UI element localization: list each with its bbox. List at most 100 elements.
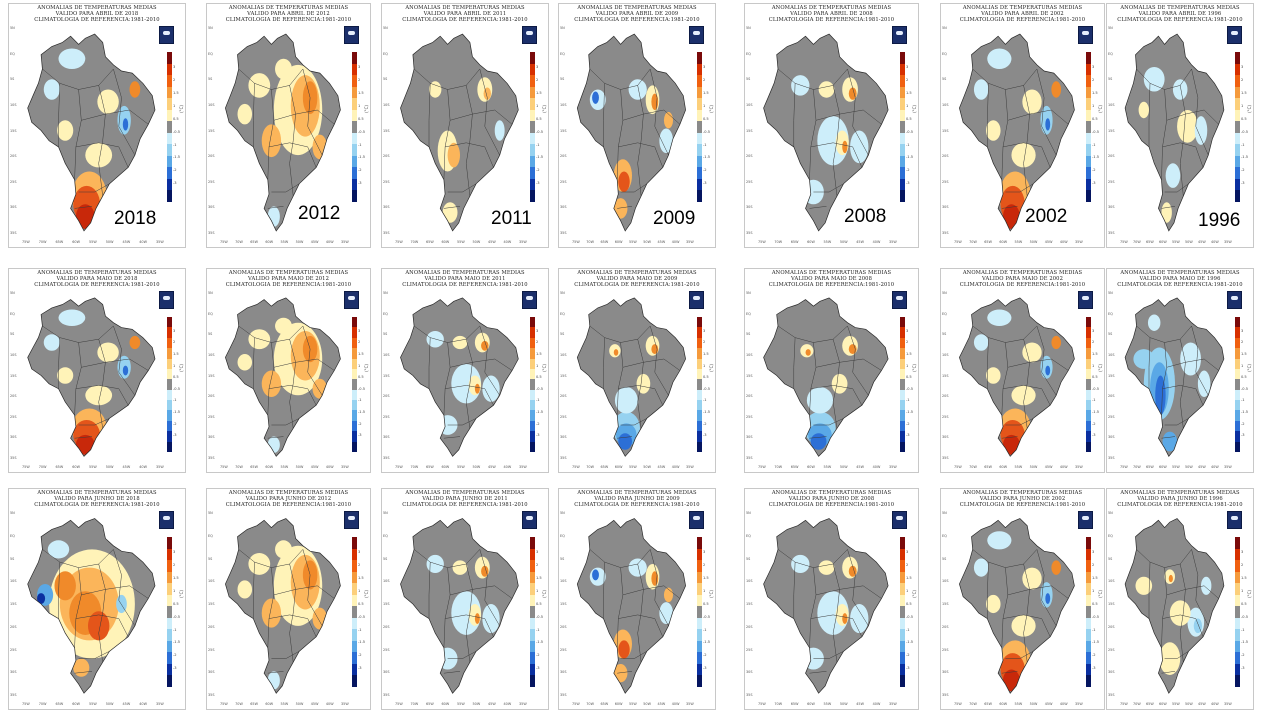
state-border bbox=[74, 342, 82, 416]
state-border bbox=[813, 183, 844, 193]
map-panel: ANOMALIAS DE TEMPERATURAS MEDIAS VALIDO P… bbox=[381, 488, 549, 710]
anomaly-region bbox=[636, 373, 651, 394]
anomaly-region bbox=[1022, 342, 1042, 363]
colorbar-segment bbox=[1235, 560, 1240, 572]
colorbar-tick-label: 1.5 bbox=[536, 351, 542, 356]
state-border bbox=[268, 385, 317, 406]
colorbar-segment bbox=[1235, 52, 1240, 64]
longitude-label: 35W bbox=[686, 702, 694, 706]
colorbar-tick-label: 1 bbox=[703, 588, 706, 593]
colorbar-tick-label: -0.5 bbox=[173, 386, 181, 391]
state-border bbox=[832, 563, 840, 663]
state-border bbox=[1001, 671, 1018, 674]
colorbar-tick-label: 1.5 bbox=[173, 351, 179, 356]
anomaly-region bbox=[1051, 335, 1062, 350]
state-border bbox=[793, 337, 796, 389]
state-border bbox=[447, 418, 477, 426]
latitude-label: 35S bbox=[560, 693, 567, 697]
colorbar-segment bbox=[1086, 86, 1091, 99]
longitude-label: 45W bbox=[310, 702, 319, 706]
panel-title-line: VALIDO PARA MAIO DE 2018 bbox=[56, 276, 138, 282]
colorbar-segment bbox=[900, 629, 905, 641]
colorbar bbox=[352, 537, 357, 687]
colorbar-tick-label: -1.5 bbox=[1092, 155, 1100, 160]
anomaly-region bbox=[97, 89, 119, 115]
inmet-logo-icon bbox=[689, 26, 704, 44]
state-border bbox=[809, 206, 827, 209]
state-border bbox=[617, 206, 633, 209]
colorbar-segment bbox=[530, 431, 535, 442]
longitude-label: 35W bbox=[889, 465, 897, 469]
latitude-label: 10S bbox=[746, 102, 753, 107]
state-border bbox=[809, 436, 827, 439]
colorbar-tick-label: -2 bbox=[1241, 421, 1245, 426]
longitude-label: 60W bbox=[807, 240, 815, 244]
colorbar-segment bbox=[1086, 400, 1091, 411]
map-panel: ANOMALIAS DE TEMPERATURAS MEDIAS VALIDO P… bbox=[940, 488, 1105, 710]
latitude-label: 30S bbox=[10, 670, 17, 675]
state-border bbox=[1179, 563, 1186, 663]
state-border bbox=[1161, 342, 1167, 416]
state-border bbox=[815, 358, 882, 371]
colorbar-segment bbox=[530, 132, 535, 145]
colorbar-tick-label: -3 bbox=[358, 666, 362, 671]
longitude-label: 35W bbox=[1075, 240, 1083, 244]
latitude-label: 5S bbox=[560, 556, 565, 561]
longitude-label: 45W bbox=[657, 465, 666, 469]
colorbar-tick-label: -3 bbox=[906, 433, 910, 438]
latitude-label: 30S bbox=[746, 435, 753, 440]
colorbar-tick-label: 0.5 bbox=[358, 116, 364, 121]
colorbar-tick-label: 3 bbox=[536, 549, 539, 554]
colorbar-tick-label: 0.5 bbox=[536, 375, 542, 380]
latitude-label: 5N bbox=[942, 26, 947, 30]
panel-title-line: ANOMALIAS DE TEMPERATURAS MEDIAS bbox=[405, 490, 525, 496]
latitude-label: 5N bbox=[560, 291, 565, 295]
colorbar-tick-label: -1 bbox=[703, 627, 707, 632]
state-border bbox=[465, 339, 473, 429]
colorbar-tick-label: -2 bbox=[536, 168, 540, 173]
latitude-label: 25S bbox=[1108, 179, 1115, 184]
anomaly-region bbox=[75, 434, 95, 455]
state-border bbox=[622, 109, 681, 125]
colorbar-unit: (°C) bbox=[542, 589, 547, 598]
longitude-label: 50W bbox=[839, 240, 848, 244]
longitude-label: 65W bbox=[790, 702, 799, 706]
colorbar-tick-label: 1.5 bbox=[906, 575, 912, 580]
year-label: 2009 bbox=[653, 208, 696, 229]
colorbar-segment bbox=[352, 583, 357, 595]
colorbar-segment bbox=[530, 52, 535, 64]
colorbar-segment bbox=[352, 144, 357, 156]
state-border bbox=[815, 109, 882, 125]
latitude-label: 5S bbox=[208, 77, 213, 82]
colorbar-tick-label: -3 bbox=[1092, 181, 1096, 186]
panel-title-line: ANOMALIAS DE TEMPERATURAS MEDIAS bbox=[577, 5, 697, 11]
latitude-label: 25S bbox=[10, 647, 17, 652]
colorbar-segment bbox=[1086, 663, 1091, 676]
longitude-label: 70W bbox=[235, 702, 243, 706]
latitude-label: 10S bbox=[1108, 102, 1115, 107]
state-border bbox=[1166, 585, 1219, 599]
colorbar bbox=[697, 317, 702, 452]
latitude-label: 30S bbox=[208, 205, 215, 210]
latitude-label: EQ bbox=[10, 311, 15, 316]
inmet-logo-icon bbox=[689, 511, 704, 529]
latitude-label: 30S bbox=[208, 670, 215, 675]
longitude-label: 70W bbox=[1133, 240, 1141, 244]
country-border bbox=[27, 518, 156, 694]
state-border bbox=[479, 68, 500, 156]
latitude-label: 20S bbox=[10, 394, 17, 399]
colorbar-unit: (°C) bbox=[709, 364, 714, 373]
longitude-label: 75W bbox=[22, 465, 30, 469]
colorbar-tick-label: -1.5 bbox=[906, 410, 914, 415]
state-border bbox=[1023, 563, 1030, 663]
longitude-label: 60W bbox=[265, 702, 274, 706]
longitude-label: 70W bbox=[38, 702, 47, 706]
state-border bbox=[1036, 549, 1057, 626]
latitude-label: 15S bbox=[208, 128, 215, 133]
latitude-label: 10S bbox=[208, 102, 215, 107]
panel-title-line: VALIDO PARA ABRIL DE 2012 bbox=[247, 11, 330, 17]
colorbar-tick-label: -2 bbox=[173, 653, 177, 658]
panel-title-line: CLIMATOLOGIA DE REFERENCIA:1981-2010 bbox=[574, 282, 700, 288]
latitude-label: 5N bbox=[383, 291, 388, 295]
